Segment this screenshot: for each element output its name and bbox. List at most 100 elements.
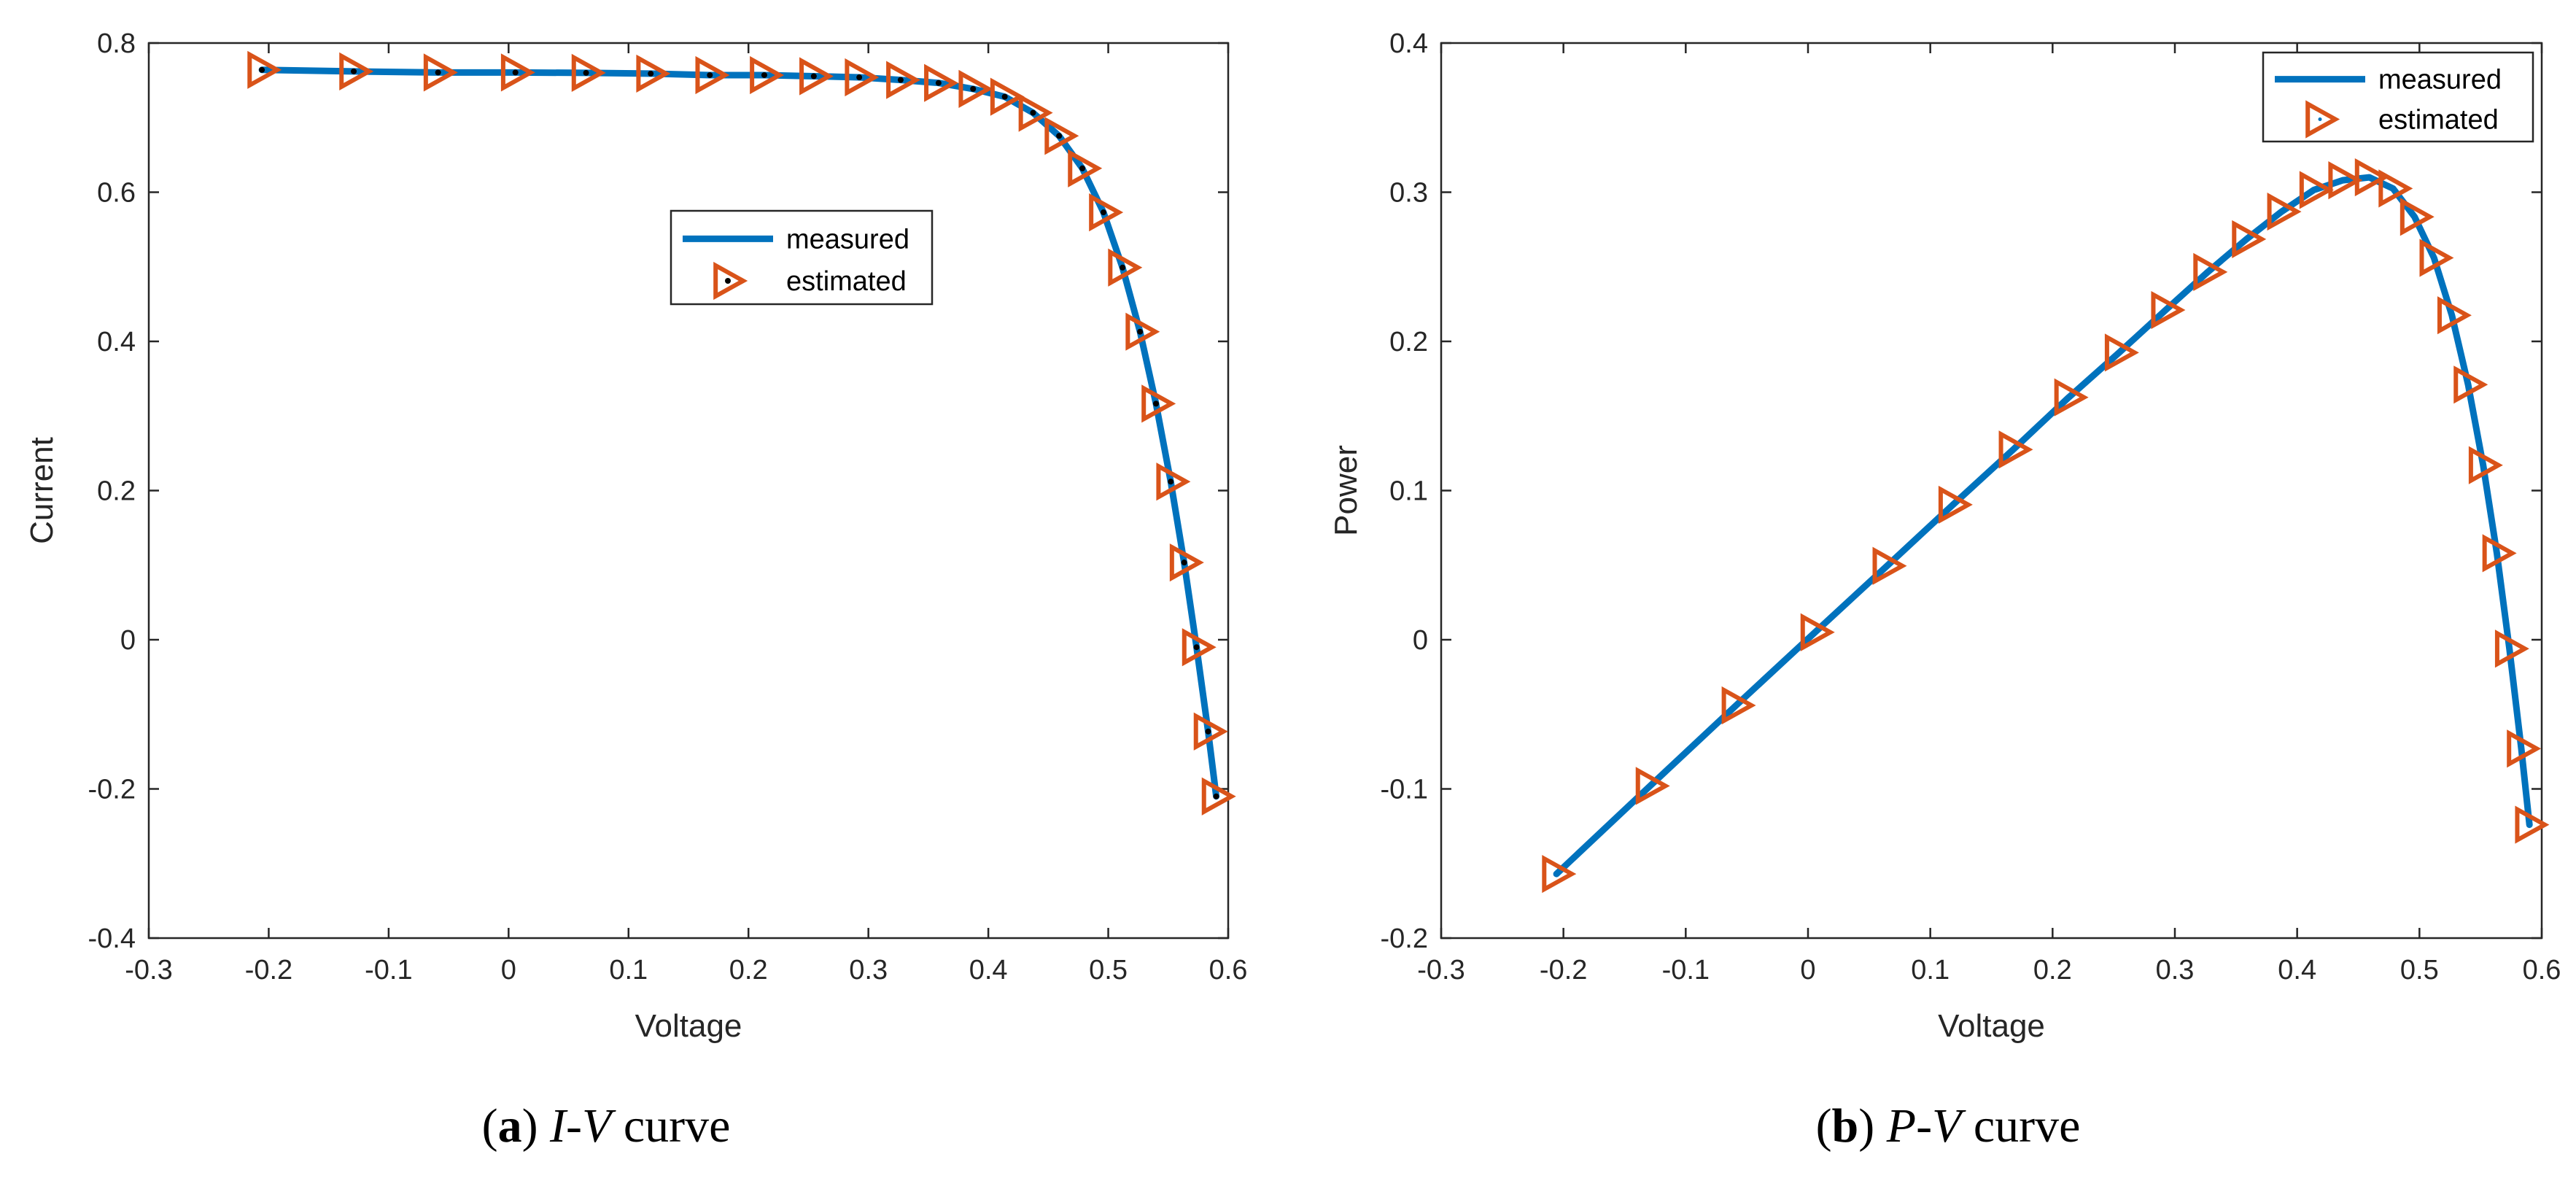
marker-estimated-center xyxy=(648,70,654,77)
marker-estimated-center xyxy=(1056,133,1063,139)
marker-estimated xyxy=(2328,161,2363,200)
x-axis-label: Voltage xyxy=(635,1008,742,1044)
marker-estimated-center xyxy=(2367,175,2372,179)
marker-estimated-center xyxy=(2244,237,2249,241)
marker-estimated-center xyxy=(1554,872,1559,876)
marker-estimated xyxy=(2453,365,2488,404)
x-tick-label: 0.3 xyxy=(2156,955,2195,986)
marker-estimated-center xyxy=(2527,823,2532,827)
marker-estimated xyxy=(2419,239,2454,277)
marker-estimated xyxy=(1182,628,1217,667)
marker-estimated xyxy=(1068,149,1103,187)
marker-estimated-center xyxy=(1168,479,1174,485)
x-tick-label: -0.3 xyxy=(1417,955,1464,986)
marker-estimated xyxy=(1872,546,1907,585)
marker-estimated xyxy=(2354,158,2389,197)
x-tick-label: 0.5 xyxy=(2400,955,2439,986)
marker-estimated xyxy=(2400,198,2435,236)
x-tick-label: -0.2 xyxy=(1540,955,1587,986)
marker-estimated-center xyxy=(935,80,942,86)
marker-estimated xyxy=(339,52,374,90)
marker-estimated-center xyxy=(1648,783,1653,788)
marker-estimated-center xyxy=(2312,187,2316,192)
marker-estimated xyxy=(2193,252,2228,292)
marker-estimated xyxy=(2515,805,2550,844)
y-tick-label: -0.4 xyxy=(88,923,136,954)
x-tick-label: 0 xyxy=(501,955,516,986)
marker-estimated xyxy=(1201,777,1236,816)
plot-b-pv: -0.3 -0.2 -0.1 0 0.1 0.2 0.3 0.4 0.5 0.6-0.2-0.10… xyxy=(1328,28,2561,1044)
marker-estimated xyxy=(2232,220,2267,259)
marker-estimated-center xyxy=(2450,313,2454,317)
marker-estimated xyxy=(2054,378,2089,417)
marker-estimated xyxy=(2151,290,2186,330)
series-line-measured xyxy=(1553,174,2533,878)
marker-estimated xyxy=(1542,854,1577,894)
marker-estimated-center xyxy=(435,69,441,76)
marker-estimated xyxy=(636,54,671,93)
marker-estimated xyxy=(1044,117,1079,155)
marker-estimated xyxy=(1125,312,1160,351)
marker-estimated xyxy=(750,55,785,95)
caption-a: (a) I-V curve xyxy=(482,1099,731,1153)
marker-estimated xyxy=(500,53,535,92)
marker-estimated-center xyxy=(1100,209,1106,216)
marker-estimated-center xyxy=(1813,630,1817,635)
y-axis-label: Current xyxy=(24,437,60,544)
marker-estimated xyxy=(2267,192,2302,231)
marker-estimated-center xyxy=(2279,209,2284,214)
legend-label-estimated: estimated xyxy=(2378,105,2499,136)
marker-estimated xyxy=(1721,686,1756,725)
marker-estimated-center xyxy=(897,77,904,83)
marker-estimated-center xyxy=(707,71,713,78)
marker-estimated-center xyxy=(1030,109,1036,116)
x-tick-label: 0 xyxy=(1800,955,1815,986)
x-tick-label: 0.2 xyxy=(729,955,768,986)
marker-estimated-center xyxy=(2340,178,2345,182)
x-tick-label: 0.1 xyxy=(609,955,648,986)
x-tick-label: 0.4 xyxy=(2278,955,2316,986)
marker-estimated-center xyxy=(761,71,767,78)
marker-estimated-center xyxy=(2391,186,2395,190)
x-tick-label: 0.2 xyxy=(2033,955,2072,986)
marker-estimated-center xyxy=(2481,463,2486,468)
legend-marker-estimated xyxy=(713,261,748,301)
x-tick-label: -0.3 xyxy=(125,955,172,986)
x-tick-label: -0.1 xyxy=(1662,955,1710,986)
y-tick-label: 0.1 xyxy=(1389,476,1428,507)
marker-estimated xyxy=(886,61,921,99)
marker-estimated-center xyxy=(2494,551,2499,555)
y-tick-label: 0.8 xyxy=(97,28,136,59)
marker-estimated-center xyxy=(1213,793,1219,799)
marker-estimated-center xyxy=(1885,564,1889,568)
y-tick-label: 0.2 xyxy=(1389,327,1428,357)
marker-estimated xyxy=(1108,248,1143,287)
marker-estimated xyxy=(958,69,993,108)
marker-estimated xyxy=(1169,543,1204,582)
marker-estimated-center xyxy=(2413,214,2417,219)
marker-estimated-center xyxy=(583,69,589,76)
y-tick-label: 0.3 xyxy=(1389,178,1428,209)
marker-estimated-center xyxy=(1205,728,1211,735)
x-tick-label: 0.3 xyxy=(849,955,888,986)
marker-estimated xyxy=(1141,384,1176,423)
marker-estimated-center xyxy=(810,73,817,80)
marker-estimated xyxy=(2437,296,2472,335)
marker-estimated-center xyxy=(2432,255,2436,260)
y-tick-label: 0.2 xyxy=(97,476,136,507)
x-tick-label: 0.5 xyxy=(1089,955,1128,986)
legend-label-estimated: estimated xyxy=(786,266,907,297)
marker-estimated xyxy=(2299,171,2334,209)
marker-estimated xyxy=(1800,613,1835,651)
marker-estimated-center xyxy=(2117,350,2122,355)
y-tick-label: 0.6 xyxy=(97,178,136,209)
marker-estimated xyxy=(2507,729,2542,768)
marker-estimated xyxy=(571,53,606,92)
marker-estimated xyxy=(2104,333,2139,372)
marker-estimated xyxy=(990,77,1025,116)
x-tick-label: 0.1 xyxy=(1911,955,1950,986)
marker-estimated-center xyxy=(1951,503,1955,507)
legend: measured estimated xyxy=(2262,51,2534,143)
x-tick-label: -0.1 xyxy=(365,955,412,986)
y-tick-label: 0 xyxy=(120,625,136,656)
